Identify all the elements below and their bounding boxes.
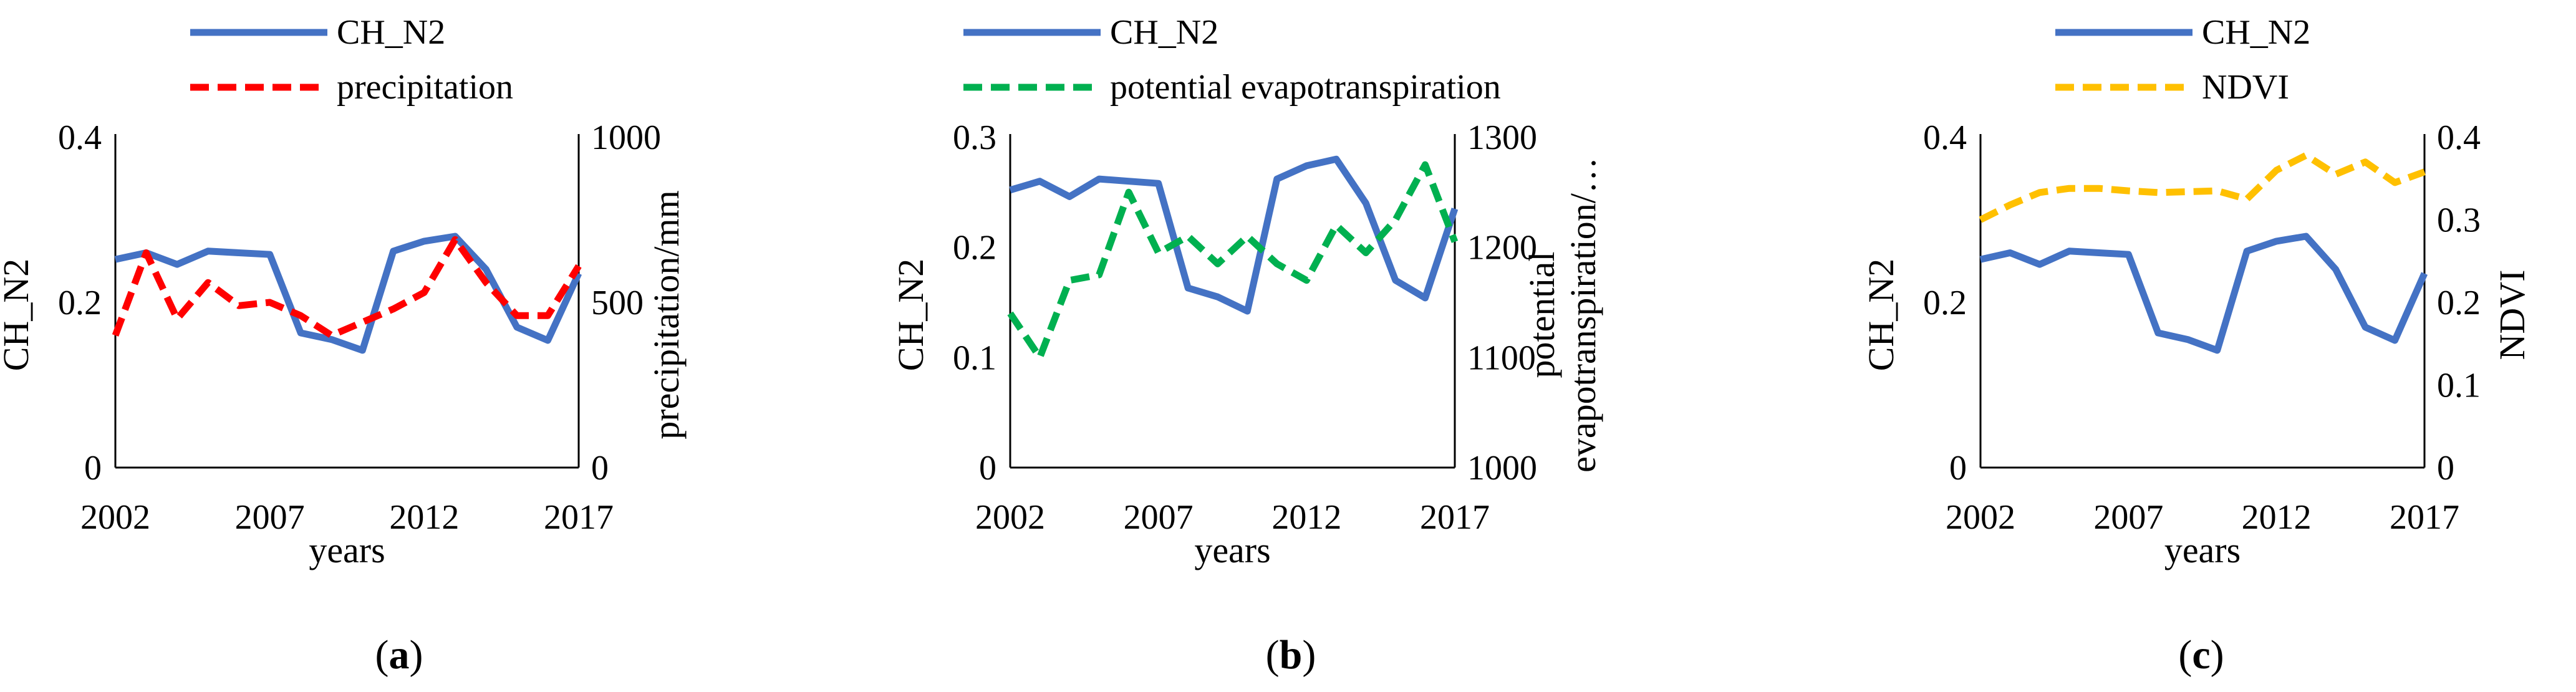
- legend-label-ch-n2: CH_N2: [1110, 13, 1218, 52]
- y-left-tick-label: 0: [1949, 449, 1967, 488]
- x-tick-label: 2007: [1124, 498, 1194, 537]
- series-line-potential-evapotranspiration: [1007, 161, 1459, 361]
- legend-label-ch-n2: CH_N2: [337, 13, 445, 52]
- panel-label-c: (c): [2178, 632, 2224, 678]
- y-left-tick-label: 0.2: [953, 229, 996, 267]
- y-right-tick-label: 1300: [1467, 118, 1537, 157]
- y-left-tick-label: 0.2: [1923, 284, 1967, 322]
- y-axis-left-title: CH_N2: [890, 259, 931, 371]
- y-axis-left-title: CH_N2: [1861, 259, 1901, 371]
- x-tick-label: 2007: [235, 498, 305, 537]
- y-left-tick-label: 0: [84, 449, 102, 488]
- x-tick-label: 2012: [2242, 498, 2312, 537]
- x-axis-title: years: [2164, 530, 2241, 570]
- series-line-ch-n2: [114, 233, 582, 354]
- x-tick-label: 2017: [2390, 498, 2459, 537]
- y-left-tick-label: 0.4: [58, 118, 102, 157]
- legend-label-precipitation: precipitation: [337, 68, 513, 107]
- series-line-ndvi: [1979, 151, 2426, 223]
- series-line-precipitation: [112, 236, 582, 339]
- x-tick-label: 2012: [1271, 498, 1341, 537]
- legend-label-potential-evapotranspiration: potential evapotranspiration: [1110, 68, 1501, 107]
- y-axis-right-title-line2: evapotranspiration/…: [1563, 157, 1603, 473]
- y-right-tick-label: 0.3: [2437, 201, 2481, 240]
- y-left-tick-label: 0.1: [953, 339, 996, 377]
- y-right-tick-label: 0.1: [2437, 367, 2481, 405]
- y-right-tick-label: 1000: [1467, 449, 1537, 488]
- y-right-tick-label: 0.2: [2437, 284, 2481, 322]
- x-axis-title: years: [1194, 530, 1270, 570]
- legend-label-ch-n2: CH_N2: [2202, 13, 2310, 52]
- x-tick-label: 2012: [389, 498, 459, 537]
- panel-a: 0 0.2 0.4 0 500 1000 2002 2007 2012 2017 years CH_N…: [0, 13, 687, 570]
- y-axis-right-title: NDVI: [2492, 270, 2532, 360]
- y-axis-right-title: precipitation/mm: [646, 190, 687, 439]
- panel-b: 0 0.1 0.2 0.3 1000 1100 1200 1300 2002 2007 2012 20…: [890, 13, 1603, 570]
- y-right-tick-label: 1000: [591, 118, 661, 157]
- y-right-tick-label: 0: [591, 449, 609, 488]
- y-left-tick-label: 0.2: [58, 284, 102, 322]
- y-right-tick-label: 1200: [1467, 229, 1537, 267]
- panel-label-b: (b): [1266, 632, 1316, 678]
- y-left-tick-label: 0: [979, 449, 996, 488]
- x-tick-label: 2007: [2093, 498, 2163, 537]
- x-tick-label: 2017: [1420, 498, 1490, 537]
- x-tick-label: 2002: [80, 498, 150, 537]
- x-tick-label: 2017: [544, 498, 614, 537]
- y-right-tick-label: 0: [2437, 449, 2454, 488]
- y-axis-right-title-line1: potential: [1522, 252, 1562, 378]
- x-axis-title: years: [309, 530, 385, 570]
- x-tick-label: 2002: [975, 498, 1045, 537]
- y-right-tick-label: 500: [591, 284, 644, 322]
- y-left-tick-label: 0.4: [1923, 118, 1967, 157]
- y-left-tick-label: 0.3: [953, 118, 996, 157]
- x-tick-label: 2002: [1946, 498, 2015, 537]
- legend-label-ndvi: NDVI: [2202, 68, 2289, 107]
- y-axis-left-title: CH_N2: [0, 259, 36, 371]
- y-right-tick-label: 0.4: [2437, 118, 2481, 157]
- panel-label-a: (a): [375, 632, 423, 678]
- y-right-tick-label: 1100: [1467, 339, 1536, 377]
- series-line-ch-n2: [1009, 155, 1459, 315]
- panel-c: 0 0.2 0.4 0 0.1 0.2 0.3 0.4 2002 2007 2012 2017 year…: [1861, 13, 2532, 570]
- series-line-ch-n2: [1979, 233, 2428, 354]
